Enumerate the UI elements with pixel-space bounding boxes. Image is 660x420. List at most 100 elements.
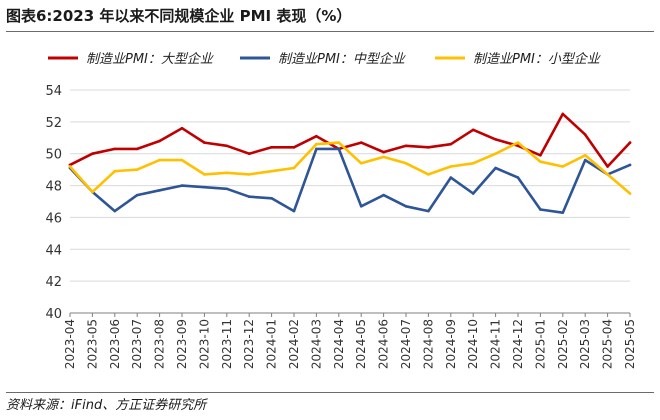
data-point	[337, 147, 341, 151]
data-point	[135, 168, 139, 171]
data-point	[225, 187, 229, 191]
y-tick-label: 40	[45, 307, 62, 322]
data-point	[135, 193, 139, 197]
data-point	[113, 147, 117, 151]
data-point	[606, 173, 609, 176]
data-point	[247, 152, 251, 156]
data-point	[427, 209, 430, 213]
x-tick-label: 2024-11	[489, 319, 503, 369]
x-tick-label: 2025-05	[623, 319, 637, 369]
y-tick-label: 52	[45, 116, 62, 131]
data-point	[404, 144, 408, 148]
data-point	[158, 139, 161, 143]
legend-label: 制造业PMI：大型企业	[86, 51, 214, 67]
y-axis-ticks: 40 42 44 46 48 50 52 54	[45, 84, 62, 322]
data-point	[583, 133, 587, 136]
data-point	[449, 176, 453, 179]
data-point	[583, 154, 587, 157]
x-tick-label: 2024-05	[354, 319, 368, 369]
data-point	[247, 173, 251, 176]
x-tick-label: 2023-08	[153, 319, 167, 369]
data-point	[561, 165, 565, 168]
data-point	[449, 165, 453, 168]
y-tick-label: 54	[45, 84, 62, 99]
x-tick-label: 2025-01	[533, 319, 547, 369]
legend-label: 制造业PMI：中型企业	[278, 51, 406, 67]
data-point	[270, 169, 273, 173]
x-tick-label: 2023-11	[220, 319, 234, 369]
x-tick-label: 2024-01	[265, 319, 279, 369]
data-point	[315, 134, 318, 138]
data-point	[404, 204, 408, 208]
x-tick-label: 2023-09	[175, 319, 189, 369]
y-tick-label: 42	[45, 275, 62, 290]
x-axis: 2023-04 2023-05 2023-06 2023-07 2023-08 2023-…	[63, 312, 637, 369]
data-point	[91, 190, 94, 194]
data-point	[494, 166, 497, 170]
data-point	[516, 144, 520, 148]
data-point	[203, 141, 206, 144]
data-point	[471, 192, 475, 195]
data-point	[606, 165, 609, 168]
data-point	[315, 147, 318, 151]
data-point	[292, 146, 296, 149]
data-point	[359, 204, 363, 208]
data-point	[270, 146, 273, 149]
data-point	[516, 176, 520, 179]
pmi-line-chart: 制造业PMI：大型企业 制造业PMI：中型企业 制造业PMI：小型企业 40 42 44…	[45, 51, 637, 369]
data-point	[382, 150, 385, 154]
data-point	[561, 211, 565, 214]
y-gridlines	[70, 89, 630, 314]
series-lines	[68, 112, 632, 214]
chart-title: 图表6:2023 年以来不同规模企业 PMI 表现（%）	[6, 7, 352, 25]
y-tick-label: 50	[45, 148, 62, 163]
data-point	[315, 142, 318, 146]
data-point	[113, 209, 117, 213]
data-point	[494, 138, 497, 141]
x-tick-label: 2024-03	[309, 319, 323, 369]
data-point	[292, 209, 296, 213]
data-point	[158, 158, 161, 162]
title-divider	[6, 31, 654, 32]
data-point	[427, 146, 430, 149]
data-point	[628, 163, 632, 167]
data-point	[561, 112, 565, 116]
data-point	[539, 154, 542, 157]
series-line-2	[68, 147, 632, 214]
data-point	[382, 193, 385, 197]
x-tick-label: 2024-06	[377, 319, 391, 369]
data-point	[180, 184, 184, 187]
data-point	[337, 141, 341, 144]
data-point	[539, 160, 542, 163]
x-tick-label: 2023-12	[242, 319, 256, 369]
series-line-1	[68, 112, 632, 168]
data-point	[471, 161, 475, 165]
x-tick-label: 2023-07	[130, 319, 144, 369]
legend-label: 制造业PMI：小型企业	[473, 51, 601, 67]
data-point	[583, 158, 587, 162]
data-point	[247, 195, 251, 199]
x-tick-label: 2024-10	[466, 319, 480, 369]
data-point	[628, 141, 632, 144]
x-tick-label: 2023-04	[63, 319, 77, 369]
data-point	[225, 144, 229, 148]
x-tick-label: 2023-10	[197, 319, 211, 369]
data-point	[427, 173, 430, 176]
x-tick-label: 2023-06	[108, 319, 122, 369]
x-tick-label: 2025-03	[578, 319, 592, 369]
data-point	[516, 141, 520, 144]
data-point	[180, 158, 184, 162]
y-tick-label: 48	[45, 180, 62, 195]
x-tick-label: 2024-09	[444, 319, 458, 369]
data-point	[471, 128, 475, 132]
data-point	[359, 141, 363, 144]
series-line-3	[68, 141, 632, 195]
x-tick-label: 2025-02	[556, 319, 570, 369]
data-point	[404, 161, 408, 165]
data-point	[449, 142, 453, 146]
data-point	[135, 147, 139, 151]
x-tick-label: 2024-07	[399, 319, 413, 369]
data-point	[539, 208, 542, 211]
y-tick-label: 46	[45, 211, 62, 226]
x-tick-label: 2024-02	[287, 319, 301, 369]
